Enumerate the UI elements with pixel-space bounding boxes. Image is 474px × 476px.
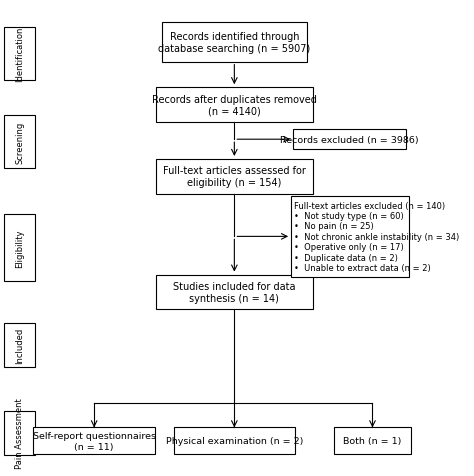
FancyBboxPatch shape xyxy=(156,275,313,309)
Text: Full-text articles assessed for
eligibility (n = 154): Full-text articles assessed for eligibil… xyxy=(163,166,306,188)
FancyBboxPatch shape xyxy=(173,427,295,455)
Text: Records excluded (n = 3986): Records excluded (n = 3986) xyxy=(281,135,419,144)
Text: Full-text articles excluded (n = 140)
•  Not study type (n = 60)
•  No pain (n =: Full-text articles excluded (n = 140) • … xyxy=(294,201,460,272)
FancyBboxPatch shape xyxy=(4,116,36,169)
Text: Self-report questionnaires
(n = 11): Self-report questionnaires (n = 11) xyxy=(33,431,155,451)
Text: Pain Assessment: Pain Assessment xyxy=(16,398,25,468)
FancyBboxPatch shape xyxy=(33,427,155,455)
FancyBboxPatch shape xyxy=(156,159,313,194)
Text: Both (n = 1): Both (n = 1) xyxy=(343,436,401,446)
FancyBboxPatch shape xyxy=(4,324,36,367)
FancyBboxPatch shape xyxy=(293,130,407,149)
FancyBboxPatch shape xyxy=(4,28,36,81)
Text: Physical examination (n = 2): Physical examination (n = 2) xyxy=(165,436,303,446)
FancyBboxPatch shape xyxy=(334,427,410,455)
FancyBboxPatch shape xyxy=(156,88,313,123)
FancyBboxPatch shape xyxy=(4,215,36,282)
FancyBboxPatch shape xyxy=(291,197,409,278)
FancyBboxPatch shape xyxy=(4,411,36,455)
Text: Identification: Identification xyxy=(16,27,25,82)
Text: Included: Included xyxy=(16,327,25,364)
Text: Records after duplicates removed
(n = 4140): Records after duplicates removed (n = 41… xyxy=(152,95,317,116)
Text: Screening: Screening xyxy=(16,121,25,163)
FancyBboxPatch shape xyxy=(162,23,307,62)
Text: Records identified through
database searching (n = 5907): Records identified through database sear… xyxy=(158,32,310,54)
Text: Studies included for data
synthesis (n = 14): Studies included for data synthesis (n =… xyxy=(173,281,296,303)
Text: Eligibility: Eligibility xyxy=(16,229,25,268)
